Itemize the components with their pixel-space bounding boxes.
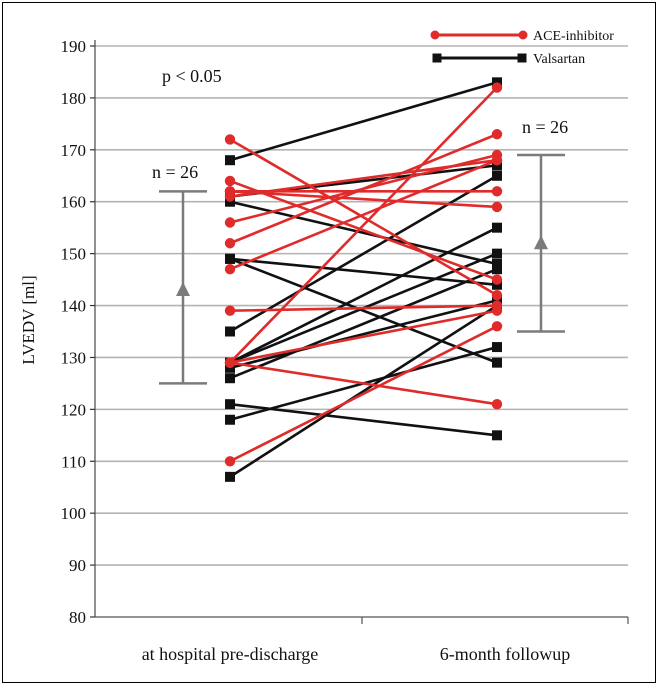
patient-line [229,133,498,245]
legend-marker-valsartan [432,53,442,63]
data-point [491,289,503,301]
legend-marker-ace [430,30,440,40]
data-point [225,326,235,337]
patient-line [229,268,498,380]
data-point [491,129,503,140]
data-point [492,248,502,259]
data-point [225,253,235,264]
data-point [224,191,236,202]
y-tick-label: 90 [69,556,86,575]
x-category-label: at hospital pre-discharge [142,644,319,664]
patient-line [229,190,498,209]
data-point [224,238,236,249]
data-point [225,155,235,166]
y-tick-label: 100 [61,504,87,523]
data-point [492,430,502,441]
legend: ACE-inhibitor Valsartan [430,29,614,67]
y-tick-label: 180 [61,89,87,108]
summary-mean-marker [534,235,548,250]
data-point [225,414,235,425]
legend-label-ace: ACE-inhibitor [533,29,614,44]
y-axis-label: LVEDV [ml] [19,275,38,364]
legend-marker-valsartan [517,53,527,63]
x-axis-categories: at hospital pre-discharge 6-month followu… [142,644,571,664]
x-category-label: 6-month followup [440,644,571,664]
y-tick-label: 80 [69,608,86,627]
data-point [491,186,503,197]
data-point [224,305,236,316]
data-point [224,264,236,275]
summary-mean-marker [176,281,190,296]
y-tick-label: 130 [61,348,87,367]
axes [94,40,629,624]
data-point [492,264,502,275]
y-tick-label: 120 [61,400,87,419]
y-tick-label: 150 [61,245,87,264]
data-point [492,342,502,353]
data-point [491,305,503,316]
patient-line [229,304,498,313]
patient-line [229,174,498,333]
legend-marker-ace [518,30,528,40]
y-tick-label: 170 [61,141,87,160]
patient-line [229,299,498,370]
patient-line [229,158,498,271]
patient-line [229,226,498,364]
patient-line [229,257,498,364]
y-tick-label: 190 [61,37,87,56]
legend-label-valsartan: Valsartan [533,52,585,67]
data-point [491,398,503,410]
data-point [492,259,502,270]
summary-bars [159,153,565,385]
patient-line [229,402,498,437]
data-point [224,456,236,467]
patient-line [229,361,498,406]
patient-line [229,86,498,364]
patient-line [229,81,498,162]
data-lines [224,77,503,482]
data-point [224,217,236,228]
data-point [224,175,236,187]
data-point [491,155,503,166]
data-point [225,399,235,410]
patient-line [229,138,498,297]
data-point [224,134,236,145]
n-right-annotation: n = 26 [522,117,568,137]
y-tick-label: 140 [61,297,87,316]
data-point [492,222,502,233]
patient-line [229,179,498,281]
gridlines [95,45,628,566]
data-point [224,357,236,368]
y-axis-ticks: 80 90 100 110 120 130 140 150 160 170 180 190 [61,37,95,627]
data-point [492,170,502,181]
patient-line [229,304,498,478]
data-point [491,201,503,213]
data-point [225,471,235,482]
patient-line [229,325,498,463]
data-point [225,373,235,384]
data-point [491,274,503,285]
data-point [492,357,502,368]
patient-line [229,309,498,364]
data-point [491,321,503,332]
p-value-annotation: p < 0.05 [162,66,222,86]
n-left-annotation: n = 26 [152,162,198,182]
patient-line [229,257,498,287]
y-tick-label: 160 [61,193,87,212]
data-point [491,82,503,93]
y-tick-label: 110 [61,452,86,471]
